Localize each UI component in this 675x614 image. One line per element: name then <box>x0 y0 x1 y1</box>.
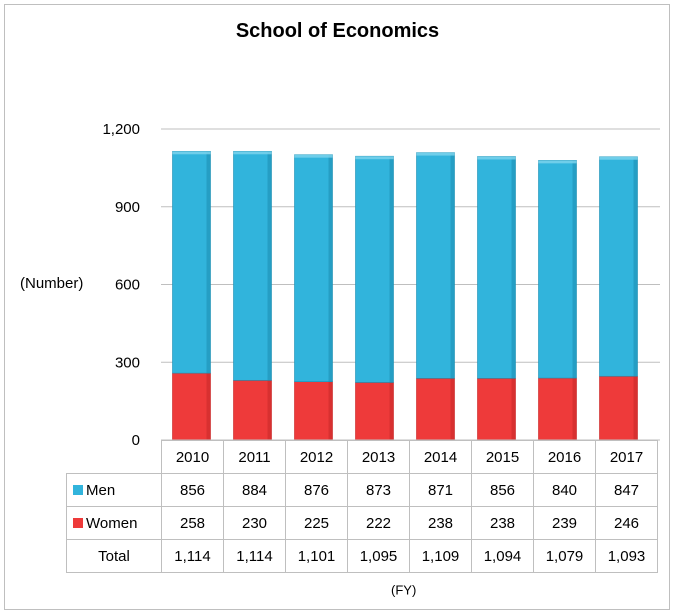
men-swatch-icon <box>73 484 83 495</box>
bar-women <box>477 378 516 441</box>
table-cell-total: 1,093 <box>595 539 658 573</box>
bar-men <box>355 155 394 383</box>
x-tick-label: 2011 <box>223 440 286 474</box>
table-cell-men: 856 <box>471 473 534 507</box>
x-tick-label: 2015 <box>471 440 534 474</box>
bar-men-shade <box>511 156 516 379</box>
bar-women-shade <box>389 382 394 440</box>
table-cell-men: 876 <box>285 473 348 507</box>
y-tick-label: 300 <box>115 354 140 371</box>
y-axis-label: (Number) <box>20 275 84 292</box>
table-cell-women: 222 <box>347 506 410 540</box>
x-tick-label: 2014 <box>409 440 472 474</box>
x-axis-label: (FY) <box>391 582 417 598</box>
bar-women <box>294 381 333 441</box>
bar-women <box>355 382 394 441</box>
table-cell-women: 238 <box>471 506 534 540</box>
bar-men-top <box>416 152 455 156</box>
table-row-women: Women 258 230 225 222 238 238 239 246 <box>66 506 658 540</box>
bar-men <box>233 150 272 381</box>
table-cell-women: 258 <box>161 506 224 540</box>
table-corner <box>67 441 162 474</box>
legend-men-label: Men <box>86 481 116 499</box>
bar-men-top <box>538 160 577 164</box>
bar-men-top <box>233 151 272 155</box>
table-cell-men: 873 <box>347 473 410 507</box>
bar-men-top <box>599 156 638 160</box>
table-cell-total: 1,095 <box>347 539 410 573</box>
table-cell-women: 230 <box>223 506 286 540</box>
bar-women-shade <box>450 378 455 440</box>
table-row-men: Men 856 884 876 873 871 856 840 847 <box>66 473 658 507</box>
table-header-row: 2010 2011 2012 2013 2014 2015 2016 2017 <box>67 440 658 474</box>
bar-women-shade <box>572 378 577 440</box>
bar-men <box>599 156 638 377</box>
x-tick-label: 2012 <box>285 440 348 474</box>
table-cell-total: 1,094 <box>471 539 534 573</box>
table-row-total: Total 1,114 1,114 1,101 1,095 1,109 1,094 1,07… <box>66 539 658 573</box>
bar-men-shade <box>572 160 577 379</box>
bar-women <box>538 377 577 441</box>
bar-men <box>416 152 455 379</box>
bar-women-shade <box>267 380 272 440</box>
legend-men: Men <box>66 473 162 507</box>
table-cell-total: 1,114 <box>223 539 286 573</box>
bar-men <box>294 154 333 382</box>
bar-men <box>172 150 211 374</box>
table-cell-total: 1,101 <box>285 539 348 573</box>
table-cell-men: 871 <box>409 473 472 507</box>
table-cell-men: 856 <box>161 473 224 507</box>
bar-women <box>233 380 272 441</box>
x-tick-label: 2010 <box>161 440 224 474</box>
bar-men-top <box>477 156 516 160</box>
bar-men <box>477 156 516 379</box>
x-tick-label: 2017 <box>595 440 658 474</box>
table-cell-men: 847 <box>595 473 658 507</box>
bar-women-shade <box>633 376 638 440</box>
x-tick-label: 2016 <box>533 440 596 474</box>
table-cell-women: 246 <box>595 506 658 540</box>
y-tick-label: 600 <box>115 277 140 294</box>
bar-men-shade <box>450 152 455 379</box>
x-tick-label: 2013 <box>347 440 410 474</box>
table-cell-total: 1,109 <box>409 539 472 573</box>
bar-men <box>538 160 577 379</box>
women-swatch-icon <box>73 517 83 528</box>
bar-men-top <box>172 151 211 155</box>
table-cell-total: 1,079 <box>533 539 596 573</box>
bar-men-shade <box>389 156 394 383</box>
table-cell-men: 884 <box>223 473 286 507</box>
table-cell-women: 239 <box>533 506 596 540</box>
bar-men-top <box>355 156 394 160</box>
table-cell-women: 225 <box>285 506 348 540</box>
bar-women-shade <box>328 381 333 440</box>
bar-men-top <box>294 154 333 158</box>
bar-men-shade <box>206 151 211 374</box>
bar-women <box>172 372 211 441</box>
bar-men-shade <box>328 154 333 382</box>
chart-title: School of Economics <box>235 20 440 42</box>
y-tick-label: 0 <box>132 432 140 449</box>
bar-men-shade <box>633 156 638 377</box>
legend-women: Women <box>66 506 162 540</box>
table-cell-women: 238 <box>409 506 472 540</box>
bar-women-shade <box>206 373 211 440</box>
y-tick-label: 900 <box>115 199 140 216</box>
total-label: Total <box>66 539 162 573</box>
data-table: 2010 2011 2012 2013 2014 2015 2016 2017 Men 856… <box>66 440 658 573</box>
y-tick-label: 1,200 <box>102 121 140 138</box>
table-cell-total: 1,114 <box>161 539 224 573</box>
bar-women-shade <box>511 378 516 440</box>
bar-women <box>416 378 455 441</box>
bar-men-shade <box>267 151 272 381</box>
legend-women-label: Women <box>86 514 138 532</box>
table-cell-men: 840 <box>533 473 596 507</box>
bar-women <box>599 375 638 441</box>
